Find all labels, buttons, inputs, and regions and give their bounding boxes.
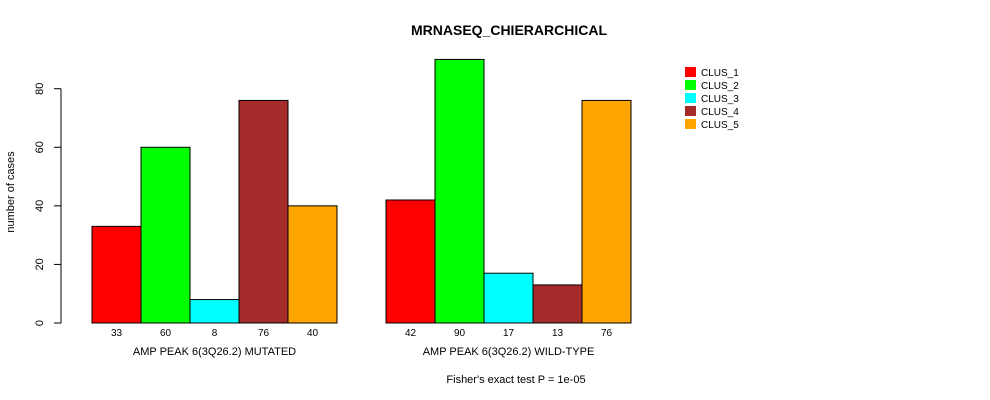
- legend: CLUS_1 CLUS_2 CLUS_3 CLUS_4 CLUS_5: [685, 67, 739, 131]
- bar-clus-1: [385, 199, 436, 324]
- bar-clus-3: [189, 299, 240, 324]
- bar-clus-4: [532, 284, 583, 324]
- bar-count-label: 40: [307, 328, 319, 339]
- legend-swatch: [685, 67, 696, 77]
- chart-title: MRNASEQ_CHIERARCHICAL: [411, 22, 607, 38]
- legend-swatch: [685, 106, 696, 116]
- y-tick-label: 0: [34, 320, 46, 326]
- bar-count-label: 90: [454, 328, 466, 339]
- bar-count-label: 17: [503, 328, 515, 339]
- y-axis: 0 20 40 60 80: [34, 83, 62, 326]
- legend-label: CLUS_1: [701, 68, 739, 79]
- bar-count-label: 13: [552, 328, 564, 339]
- legend-label: CLUS_5: [701, 120, 739, 131]
- group-label: AMP PEAK 6(3Q26.2) WILD-TYPE: [423, 346, 595, 358]
- bar-count-label: 76: [601, 328, 613, 339]
- bar-clus-2: [434, 58, 485, 324]
- legend-swatch: [685, 93, 696, 103]
- fisher-test-note: Fisher's exact test P = 1e-05: [446, 374, 585, 386]
- y-tick-label: 80: [34, 83, 46, 95]
- legend-swatch: [685, 80, 696, 90]
- bar-clus-3: [483, 272, 534, 324]
- bars: [91, 58, 632, 324]
- legend-swatch: [685, 119, 696, 129]
- bar-clus-2: [140, 146, 191, 324]
- bar-clus-5: [581, 99, 632, 324]
- y-tick-label: 40: [34, 200, 46, 212]
- bar-clus-5: [287, 205, 338, 324]
- legend-label: CLUS_3: [701, 94, 739, 105]
- legend-label: CLUS_4: [701, 107, 739, 118]
- y-tick-label: 60: [34, 141, 46, 153]
- group-labels: AMP PEAK 6(3Q26.2) MUTATED AMP PEAK 6(3Q2…: [133, 346, 594, 358]
- bar-clus-1: [91, 225, 142, 324]
- count-labels: 33 60 8 76 40 42 90 17 13 76: [111, 328, 613, 339]
- y-axis-label: number of cases: [5, 151, 17, 233]
- y-tick-label: 20: [34, 258, 46, 270]
- bar-count-label: 42: [405, 328, 417, 339]
- bar-count-label: 8: [212, 328, 218, 339]
- legend-label: CLUS_2: [701, 81, 739, 92]
- group-label: AMP PEAK 6(3Q26.2) MUTATED: [133, 346, 296, 358]
- bar-count-label: 60: [160, 328, 172, 339]
- bar-count-label: 76: [258, 328, 270, 339]
- bar-count-label: 33: [111, 328, 123, 339]
- bar-clus-4: [238, 99, 289, 324]
